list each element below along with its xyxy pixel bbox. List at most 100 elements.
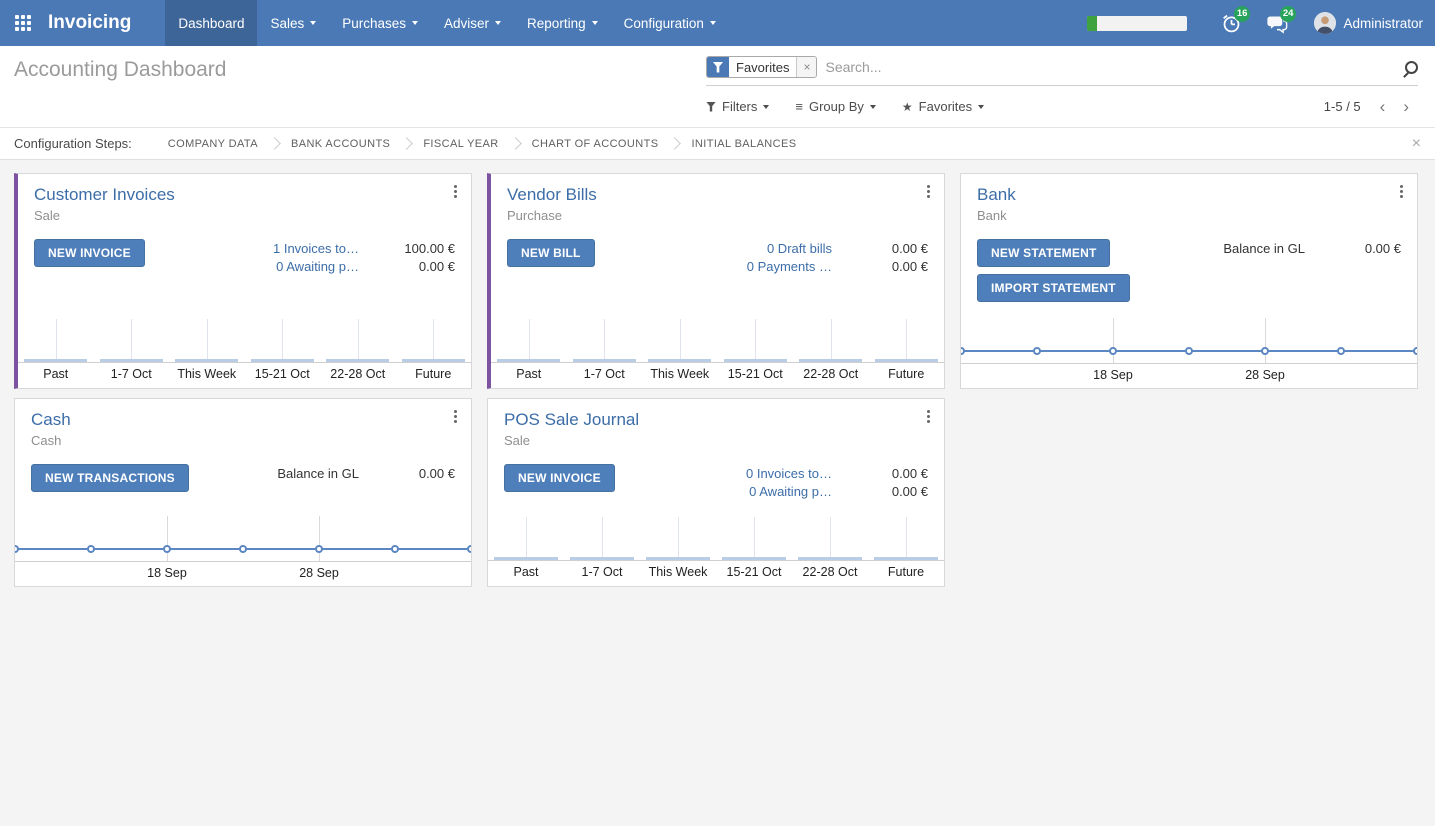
line-marker xyxy=(162,545,171,553)
menu-item-label: Dashboard xyxy=(178,15,245,31)
card-title[interactable]: Customer Invoices xyxy=(34,185,175,204)
pager-next-icon[interactable]: › xyxy=(1403,97,1409,116)
bar-value xyxy=(798,557,862,560)
menu-item-reporting[interactable]: Reporting xyxy=(514,0,611,46)
search-options-row: Filters ≡ Group By ★ Favorites 1-5 / 5 ‹ › xyxy=(706,86,1418,119)
new-statement-button[interactable]: NEW STATEMENT xyxy=(977,239,1111,267)
config-step-company-data[interactable]: COMPANY DATA xyxy=(167,137,258,150)
kebab-menu-icon[interactable] xyxy=(1400,190,1403,193)
kebab-menu-icon[interactable] xyxy=(927,415,930,418)
card-title[interactable]: Vendor Bills xyxy=(507,185,597,204)
kebab-menu-icon[interactable] xyxy=(927,190,930,193)
bar-value xyxy=(401,359,465,362)
stat-link[interactable]: 0 Draft bills xyxy=(766,241,832,256)
card-title[interactable]: Bank xyxy=(977,185,1016,204)
card-title[interactable]: POS Sale Journal xyxy=(504,410,640,429)
caret-down-icon xyxy=(763,104,770,109)
menu-item-configuration[interactable]: Configuration xyxy=(611,0,729,46)
bar-tick-line xyxy=(906,517,907,560)
line-marker xyxy=(467,545,471,553)
facet-remove-icon[interactable]: × xyxy=(796,57,817,77)
user-menu[interactable]: Administrator xyxy=(1314,12,1423,34)
card-stat-row: Balance in GL 0.00 € xyxy=(1130,241,1401,256)
group-by-icon: ≡ xyxy=(795,99,803,114)
kebab-menu-icon[interactable] xyxy=(454,190,457,193)
new-invoice-button[interactable]: NEW INVOICE xyxy=(34,239,145,267)
card-stat-row: 1 Invoices to… 100.00 € xyxy=(145,241,455,256)
axis-tick-label: 18 Sep xyxy=(1093,368,1133,382)
axis-tick-label: 22-28 Oct xyxy=(803,367,859,381)
stat-link[interactable]: 1 Invoices to… xyxy=(273,241,359,256)
config-step-bank-accounts[interactable]: BANK ACCOUNTS xyxy=(290,137,391,150)
filters-dropdown-button[interactable]: Filters xyxy=(706,99,770,114)
line-chart-plot xyxy=(961,316,1417,363)
bar-value xyxy=(646,557,710,560)
search-facet-favorites: Favorites × xyxy=(706,56,818,78)
menu-item-sales[interactable]: Sales xyxy=(257,0,329,46)
bar-tick-line xyxy=(678,517,679,560)
bar-chart-axis: Past 1-7 Oct This Week 15-21 Oct 22-28 Oct Fu… xyxy=(488,560,944,586)
activity-clock-icon xyxy=(1221,13,1242,34)
import-statement-button[interactable]: IMPORT STATEMENT xyxy=(977,274,1130,302)
card-subtitle: Bank xyxy=(977,208,1007,223)
config-step-initial-balances[interactable]: INITIAL BALANCES xyxy=(691,137,797,150)
kebab-menu-icon[interactable] xyxy=(454,415,457,418)
journal-card-bank: Bank Bank NEW STATEMENT IMPORT STATEMENT Bal… xyxy=(960,173,1418,389)
journal-card-pos-sale-journal: POS Sale Journal Sale NEW INVOICE 0 Invoice… xyxy=(487,398,945,587)
activity-count-badge: 16 xyxy=(1233,5,1251,22)
axis-tick-label: 22-28 Oct xyxy=(802,565,858,579)
menu-item-dashboard[interactable]: Dashboard xyxy=(165,0,258,46)
journal-card-vendor-bills: Vendor Bills Purchase NEW BILL 0 Draft bill… xyxy=(487,173,945,389)
pager-previous-icon[interactable]: ‹ xyxy=(1379,97,1386,116)
stat-link[interactable]: 0 Payments … xyxy=(746,259,832,274)
search-input[interactable] xyxy=(825,59,1395,75)
line-marker xyxy=(1108,347,1117,355)
line-gridline xyxy=(319,516,320,561)
new-bill-button[interactable]: NEW BILL xyxy=(507,239,595,267)
config-step-chart-of-accounts[interactable]: CHART OF ACCOUNTS xyxy=(531,137,659,150)
line-marker xyxy=(1413,347,1417,355)
pager: 1-5 / 5 ‹ › xyxy=(1324,98,1418,115)
card-title[interactable]: Cash xyxy=(31,410,71,429)
line-marker xyxy=(314,545,323,553)
stat-amount: 0.00 € xyxy=(1364,241,1401,256)
control-panel: Accounting Dashboard Favorites × Filters… xyxy=(0,46,1435,127)
axis-tick-label: Future xyxy=(415,367,452,381)
filter-icon xyxy=(706,101,716,112)
axis-tick-label: Past xyxy=(516,367,542,381)
app-title[interactable]: Invoicing xyxy=(48,12,132,33)
card-stat-row: 0 Awaiting p… 0.00 € xyxy=(145,259,455,274)
stat-amount: 0.00 € xyxy=(891,466,928,481)
stat-amount: 0.00 € xyxy=(418,466,455,481)
messages-button[interactable]: 24 xyxy=(1266,5,1297,34)
stat-link[interactable]: 0 Awaiting p… xyxy=(749,484,832,499)
close-icon[interactable]: × xyxy=(1411,134,1421,152)
bar-value xyxy=(99,359,163,362)
bar-value xyxy=(874,557,938,560)
stat-amount: 0.00 € xyxy=(891,484,928,499)
bar-value xyxy=(250,359,314,362)
axis-tick-label: This Week xyxy=(648,565,708,579)
card-chart: Past 1-7 Oct This Week 15-21 Oct 22-28 Oct Fu… xyxy=(488,513,944,586)
card-chart: 18 Sep 28 Sep xyxy=(15,514,471,586)
stat-link[interactable]: 0 Awaiting p… xyxy=(276,259,359,274)
line-gridline xyxy=(1112,318,1114,363)
activities-button[interactable]: 16 xyxy=(1221,5,1251,34)
new-transactions-button[interactable]: NEW TRANSACTIONS xyxy=(31,464,189,492)
axis-tick-label: 15-21 Oct xyxy=(254,367,310,381)
axis-tick-label: Past xyxy=(43,367,69,381)
menu-item-adviser[interactable]: Adviser xyxy=(431,0,514,46)
new-invoice-button[interactable]: NEW INVOICE xyxy=(504,464,615,492)
stat-link[interactable]: 0 Invoices to… xyxy=(746,466,832,481)
apps-menu-button[interactable] xyxy=(0,0,46,46)
card-subtitle: Sale xyxy=(504,433,531,448)
config-step-fiscal-year[interactable]: FISCAL YEAR xyxy=(423,137,499,150)
menu-item-label: Sales xyxy=(270,15,305,31)
search-icon[interactable] xyxy=(1405,60,1418,74)
card-chart: Past 1-7 Oct This Week 15-21 Oct 22-28 Oct Fu… xyxy=(18,315,471,388)
menu-item-label: Reporting xyxy=(527,15,586,31)
group-by-dropdown-button[interactable]: ≡ Group By xyxy=(795,99,876,114)
menu-item-purchases[interactable]: Purchases xyxy=(329,0,431,46)
bar-chart-plot xyxy=(491,315,944,362)
favorites-dropdown-button[interactable]: ★ Favorites xyxy=(902,99,985,114)
